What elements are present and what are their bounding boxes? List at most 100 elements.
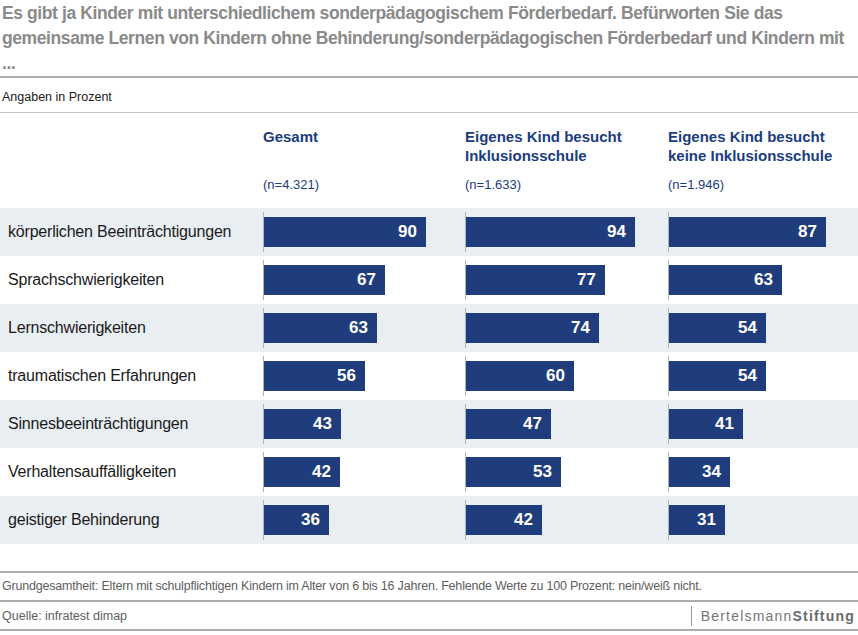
bar-inklusionsschule: 47 (466, 409, 551, 439)
bar-keine-inklusionsschule: 87 (669, 217, 826, 247)
bar-value: 31 (697, 510, 716, 530)
bar-gesamt: 42 (264, 457, 340, 487)
bar-cell-inklusionsschule: 94 (465, 212, 656, 252)
bar-cell-inklusionsschule: 53 (465, 452, 656, 492)
table-row: körperlichen Beeinträchtigungen 90 94 87 (0, 208, 858, 256)
bar-value: 94 (607, 222, 626, 242)
bar-value: 60 (546, 366, 565, 386)
bar-inklusionsschule: 74 (466, 313, 599, 343)
units-label: Angaben in Prozent (2, 90, 112, 104)
bar-value: 54 (738, 318, 757, 338)
bar-cell-gesamt: 67 (263, 260, 450, 300)
bar-cell-keine-inklusionsschule: 54 (668, 356, 858, 396)
bar-cell-keine-inklusionsschule: 54 (668, 308, 858, 348)
bar-inklusionsschule: 60 (466, 361, 574, 391)
bar-cell-inklusionsschule: 77 (465, 260, 656, 300)
table-row: Sprachschwierigkeiten 67 77 63 (0, 256, 858, 304)
bar-cell-gesamt: 43 (263, 404, 450, 444)
bar-value: 63 (754, 270, 773, 290)
bar-value: 34 (702, 462, 721, 482)
column-sample-size: (n=4.321) (263, 177, 319, 192)
bar-keine-inklusionsschule: 34 (669, 457, 730, 487)
row-label: Sinnesbeeinträchtigungen (8, 400, 258, 448)
column-header-keine-inklusionsschule: Eigenes Kind besucht keine Inklusionssch… (668, 127, 858, 165)
table-row: Sinnesbeeinträchtigungen 43 47 41 (0, 400, 858, 448)
bar-value: 41 (715, 414, 734, 434)
footnote: Grundgesamtheit: Eltern mit schulpflicht… (2, 579, 856, 593)
bar-value: 87 (798, 222, 817, 242)
bar-value: 90 (398, 222, 417, 242)
bar-value: 54 (738, 366, 757, 386)
bar-cell-inklusionsschule: 60 (465, 356, 656, 396)
bar-value: 77 (577, 270, 596, 290)
bar-value: 56 (337, 366, 356, 386)
logo-text-bold: Stiftung (793, 608, 855, 624)
bertelsmann-stiftung-logo: BertelsmannStiftung (691, 605, 855, 627)
bar-gesamt: 56 (264, 361, 365, 391)
bar-table: körperlichen Beeinträchtigungen 90 94 87… (0, 208, 858, 544)
column-header-label: Eigenes Kind besucht keine Inklusionssch… (668, 127, 858, 165)
column-sample-size: (n=1.946) (668, 177, 724, 192)
footnote-divider (0, 571, 858, 573)
bar-keine-inklusionsschule: 63 (669, 265, 782, 295)
bar-value: 42 (514, 510, 533, 530)
chart-page: Es gibt ja Kinder mit unterschiedlichem … (0, 0, 858, 635)
bar-value: 47 (523, 414, 542, 434)
bar-gesamt: 63 (264, 313, 377, 343)
bar-gesamt: 36 (264, 505, 329, 535)
bar-inklusionsschule: 94 (466, 217, 635, 247)
source-divider (0, 600, 858, 602)
bar-cell-keine-inklusionsschule: 31 (668, 500, 858, 540)
bar-value: 63 (349, 318, 368, 338)
subtitle-divider (0, 112, 858, 113)
bar-cell-keine-inklusionsschule: 34 (668, 452, 858, 492)
bar-inklusionsschule: 53 (466, 457, 561, 487)
bar-keine-inklusionsschule: 54 (669, 361, 766, 391)
bar-cell-keine-inklusionsschule: 63 (668, 260, 858, 300)
bar-cell-keine-inklusionsschule: 87 (668, 212, 858, 252)
bar-inklusionsschule: 77 (466, 265, 605, 295)
bar-cell-gesamt: 63 (263, 308, 450, 348)
row-label: Verhaltensauffälligkeiten (8, 448, 258, 496)
bar-value: 36 (301, 510, 320, 530)
table-row: traumatischen Erfahrungen 56 60 54 (0, 352, 858, 400)
row-label: körperlichen Beeinträchtigungen (8, 208, 258, 256)
bar-gesamt: 67 (264, 265, 385, 295)
bar-cell-inklusionsschule: 42 (465, 500, 656, 540)
table-row: geistiger Behinderung 36 42 31 (0, 496, 858, 544)
row-label: Lernschwierigkeiten (8, 304, 258, 352)
row-label: traumatischen Erfahrungen (8, 352, 258, 400)
row-label: Sprachschwierigkeiten (8, 256, 258, 304)
table-row: Lernschwierigkeiten 63 74 54 (0, 304, 858, 352)
bar-gesamt: 43 (264, 409, 341, 439)
bar-keine-inklusionsschule: 31 (669, 505, 725, 535)
bar-keine-inklusionsschule: 41 (669, 409, 743, 439)
bar-cell-gesamt: 56 (263, 356, 450, 396)
bar-value: 43 (313, 414, 332, 434)
bar-cell-inklusionsschule: 47 (465, 404, 656, 444)
bar-value: 67 (357, 270, 376, 290)
column-header-inklusionsschule: Eigenes Kind besucht Inklusionsschule (n… (465, 127, 655, 165)
bar-cell-gesamt: 36 (263, 500, 450, 540)
column-header-gesamt: Gesamt (n=4.321) (263, 127, 448, 146)
column-header-label: Gesamt (263, 127, 448, 146)
bar-value: 74 (571, 318, 590, 338)
row-label: geistiger Behinderung (8, 496, 258, 544)
source-label: Quelle: infratest dimap (2, 609, 127, 623)
bar-keine-inklusionsschule: 54 (669, 313, 766, 343)
bar-cell-gesamt: 90 (263, 212, 450, 252)
bar-gesamt: 90 (264, 217, 426, 247)
bar-cell-inklusionsschule: 74 (465, 308, 656, 348)
logo-divider-line (691, 606, 692, 626)
table-row: Verhaltensauffälligkeiten 42 53 34 (0, 448, 858, 496)
bar-inklusionsschule: 42 (466, 505, 542, 535)
bar-value: 53 (533, 462, 552, 482)
bar-value: 42 (312, 462, 331, 482)
bar-cell-keine-inklusionsschule: 41 (668, 404, 858, 444)
bar-cell-gesamt: 42 (263, 452, 450, 492)
column-header-label: Eigenes Kind besucht Inklusionsschule (465, 127, 655, 165)
column-sample-size: (n=1.633) (465, 177, 521, 192)
bottom-divider (0, 629, 858, 631)
chart-title: Es gibt ja Kinder mit unterschiedlichem … (2, 1, 856, 76)
logo-text-normal: Bertelsmann (701, 608, 793, 624)
